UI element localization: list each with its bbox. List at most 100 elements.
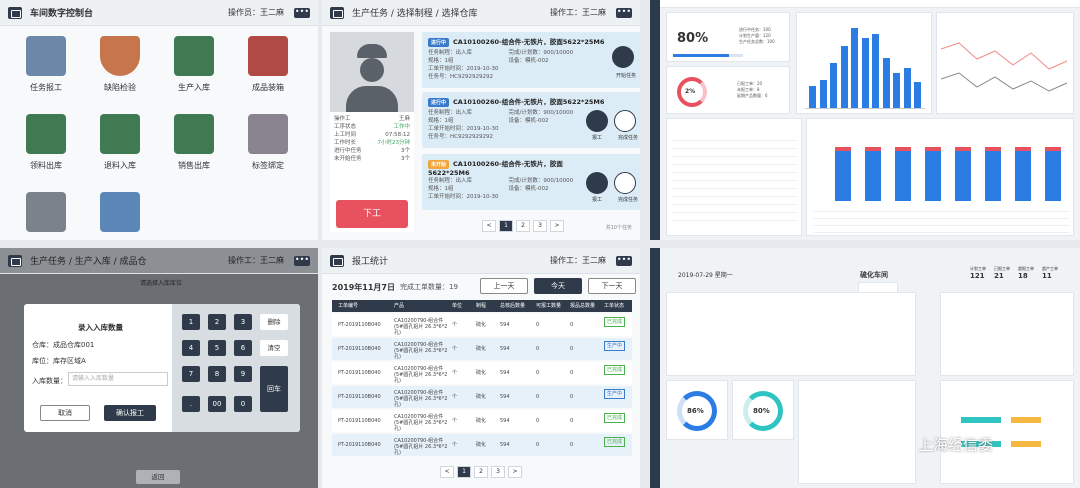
stacked-bar (955, 147, 971, 201)
key-6[interactable]: 6 (234, 340, 252, 356)
donut-card: 2% 已报工单：20 未报工单：8 延期产品数量：6 (666, 66, 790, 114)
workshop-select[interactable]: 硫化车间 (860, 271, 888, 279)
table-cell: CA10200790-组合件 (5#圆孔铝片 26.3*6*2孔) (394, 366, 448, 384)
table-cell: 硫化 (476, 346, 487, 352)
bar (840, 46, 848, 108)
enter-button[interactable]: 回车 (260, 366, 288, 412)
offwork-button[interactable]: 下工 (336, 200, 408, 228)
key-8[interactable]: 8 (208, 366, 226, 382)
tile-task-report[interactable]: 任务报工 (16, 36, 76, 93)
check-circle-icon[interactable] (614, 172, 636, 194)
key-5[interactable]: 5 (208, 340, 226, 356)
gauge-card: 80% (732, 380, 794, 440)
report-header: 报工统计 操作工：王二麻 ••• (322, 248, 640, 274)
link-icon (248, 114, 288, 154)
report-date: 2019年11月7日 (332, 283, 395, 292)
tile-return-in[interactable]: 退料入库 (90, 114, 150, 171)
bar (903, 68, 911, 108)
table-cell: 0 (570, 322, 574, 328)
table-cell: PT-2019110B040 (338, 322, 381, 328)
cancel-button[interactable]: 取消 (40, 405, 90, 421)
operator-label: 操作员：王二麻 (228, 8, 284, 17)
table-cell: 594 (500, 370, 510, 376)
prev-day-button[interactable]: 上一天 (480, 278, 528, 294)
tile-defect-check[interactable]: 缺陷检验 (90, 36, 150, 93)
report-panel: 报工统计 操作工：王二麻 ••• 2019年11月7日 完成工单数量：19 上一… (322, 248, 640, 488)
table-cell: 0 (536, 370, 540, 376)
table-cell: 硫化 (476, 442, 487, 448)
report-work-icon[interactable] (586, 110, 608, 132)
work-order-table (666, 292, 916, 376)
key-3[interactable]: 3 (234, 314, 252, 330)
table-cell: PT-2019110B040 (338, 394, 381, 400)
key-4[interactable]: 4 (182, 340, 200, 356)
table-cell: 硫化 (476, 322, 487, 328)
tile-stats[interactable] (90, 192, 150, 238)
tile-worker[interactable] (16, 192, 76, 238)
table-row[interactable]: PT-2019110B040 CA10200790-组合件 (5#圆孔铝片 26.… (332, 362, 632, 384)
more-icon[interactable]: ••• (616, 254, 632, 266)
quantity-input[interactable]: 请输入入库数量 (68, 372, 168, 386)
task-card[interactable]: 未开始 CA10100260-组合件-无铁片，胶面 5622*25M6 任务制程：… (422, 154, 640, 210)
status-badge: 已完成 (604, 437, 626, 447)
table-cell: 0 (570, 442, 574, 448)
tile-label-bind[interactable]: 标签绑定 (238, 114, 298, 171)
bar (861, 38, 869, 108)
next-day-button[interactable]: 下一天 (588, 278, 636, 294)
completed-count: 完成工单数量：19 (400, 283, 458, 291)
table-cell: 594 (500, 394, 510, 400)
task-card[interactable]: 进行中 CA10100260-组合件-无铁片，胶面5622*25M6 任务制程：出… (422, 32, 640, 88)
pagination: <1 2 3 > (440, 466, 525, 478)
task-card[interactable]: 进行中 CA10100260-组合件-无铁片，胶面5622*25M6 任务制程：出… (422, 92, 640, 148)
tile-production-in[interactable]: 生产入库 (164, 36, 224, 93)
play-icon[interactable] (612, 46, 634, 68)
compare-card (940, 380, 1074, 484)
today-button[interactable]: 今天 (534, 278, 582, 294)
delete-button[interactable]: 删除 (260, 314, 288, 330)
logo-icon (8, 6, 22, 19)
key-2[interactable]: 2 (208, 314, 226, 330)
key-1[interactable]: 1 (182, 314, 200, 330)
key-dot[interactable]: . (182, 396, 200, 412)
worker-card: 操作工 王麻 工序状态 工作中 上工时间 07:58:12 工作时长 7小时23分钟 进… (330, 32, 414, 232)
table-cell: 594 (500, 322, 510, 328)
report-work-icon[interactable] (586, 172, 608, 194)
table-row[interactable]: PT-2019110B040 CA10200790-组合件 (5#圆孔铝片 26.… (332, 386, 632, 408)
table-cell: 0 (536, 442, 540, 448)
table-cell: 0 (570, 346, 574, 352)
table-cell: PT-2019110B040 (338, 346, 381, 352)
table-row[interactable]: PT-2019110B040 CA10200790-组合件 (5#圆孔铝片 26.… (332, 338, 632, 360)
list-card (798, 380, 916, 484)
table-row[interactable]: PT-2019110B040 CA10200790-组合件 (5#圆孔铝片 26.… (332, 410, 632, 432)
tile-packing[interactable]: 成品装箱 (238, 36, 298, 93)
box-icon (248, 36, 288, 76)
more-icon[interactable]: ••• (616, 6, 632, 18)
stacked-bar (985, 147, 1001, 201)
warehouse-icon (174, 36, 214, 76)
clear-button[interactable]: 清空 (260, 340, 288, 356)
check-circle-icon[interactable] (614, 110, 636, 132)
warehouse-panel: 生产任务 / 生产入库 / 成品仓 操作工：王二麻 ••• 请选择入库库位 录入… (0, 248, 318, 488)
table-row[interactable]: PT-2019110B040 CA10200790-组合件 (5#圆孔铝片 26.… (332, 314, 632, 336)
progress-bar (673, 54, 743, 57)
tile-sales-out[interactable]: 销售出库 (164, 114, 224, 171)
report-icon (26, 36, 66, 76)
product-table-card (666, 118, 802, 236)
table-row[interactable]: PT-2019110B040 CA10200790-组合件 (5#圆孔铝片 26.… (332, 434, 632, 456)
home-header: 车间数字控制台 操作员：王二麻 ••• (0, 0, 318, 26)
more-icon[interactable]: ••• (294, 6, 310, 18)
tile-material-out[interactable]: 领料出库 (16, 114, 76, 171)
stat-strip: 计划工单 121 已报工单 21 超报工单 18 超产工单 11 (970, 266, 1058, 280)
back-button[interactable]: 返回 (136, 470, 180, 484)
key-00[interactable]: 00 (208, 396, 226, 412)
table-cell: 0 (570, 370, 574, 376)
key-9[interactable]: 9 (234, 366, 252, 382)
stacked-bar (835, 147, 851, 201)
key-7[interactable]: 7 (182, 366, 200, 382)
stacked-bar (925, 147, 941, 201)
key-0[interactable]: 0 (234, 396, 252, 412)
more-icon[interactable]: ••• (294, 254, 310, 266)
confirm-button[interactable]: 确认报工 (104, 405, 156, 421)
bar (851, 28, 858, 108)
table-cell: 个 (452, 442, 458, 448)
